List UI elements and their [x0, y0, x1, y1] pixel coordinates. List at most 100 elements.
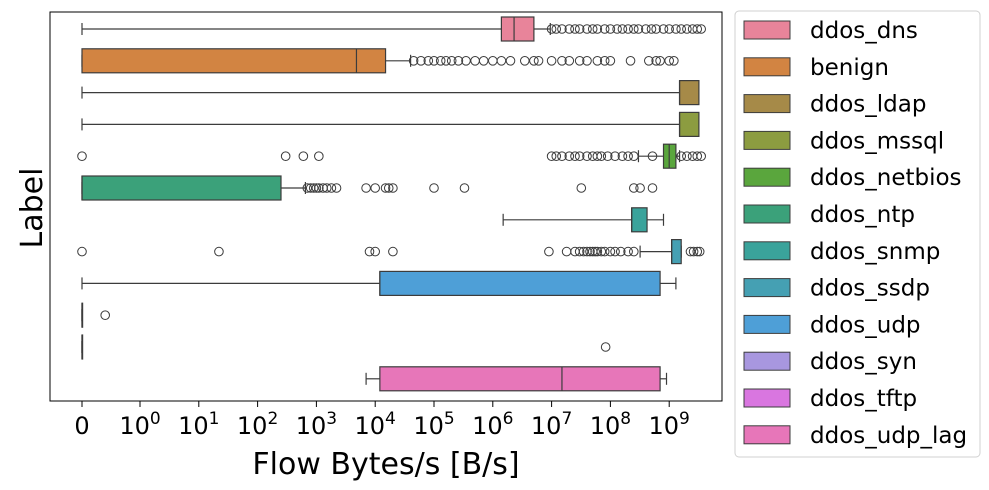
box-ddos_snmp — [502, 207, 665, 233]
outlier-point — [564, 56, 575, 66]
outlier-point — [615, 246, 626, 257]
legend-swatch — [743, 57, 791, 77]
outlier-point — [551, 151, 562, 161]
outlier-point — [429, 56, 439, 66]
outlier-point — [696, 151, 706, 161]
outlier-point — [546, 24, 557, 34]
x-tick-label: 0 — [74, 412, 89, 440]
outlier-point — [612, 24, 622, 34]
legend-label: ddos_udp — [810, 312, 921, 338]
legend-label: ddos_tftp — [810, 386, 917, 412]
outlier-point — [383, 183, 394, 193]
outlier-point — [644, 56, 654, 66]
outlier-point — [321, 183, 332, 193]
outlier-point — [590, 246, 600, 257]
outlier-point — [308, 183, 319, 193]
outlier-point — [605, 24, 616, 34]
outlier-point — [302, 183, 313, 193]
legend-swatch — [743, 425, 791, 445]
outlier-point — [592, 246, 603, 257]
box-ddos_mssql — [81, 111, 700, 138]
outlier-point — [664, 24, 675, 34]
outlier-point — [561, 246, 572, 257]
outlier-point — [651, 24, 661, 34]
outlier-point — [610, 246, 620, 257]
legend-swatch — [743, 241, 791, 261]
outlier-point — [408, 56, 419, 66]
iqr-box — [379, 270, 661, 296]
outlier-point — [435, 56, 446, 66]
outlier-point — [423, 56, 434, 66]
outlier-point — [570, 24, 580, 34]
outlier-point — [585, 246, 595, 257]
outlier-point — [388, 183, 398, 193]
outlier-point — [470, 56, 480, 66]
outlier-point — [557, 56, 567, 66]
outlier-point — [682, 24, 692, 34]
outlier-point — [564, 24, 575, 34]
outlier-point — [574, 246, 585, 257]
box-ddos_ldap — [81, 79, 700, 106]
outlier-point — [370, 183, 381, 193]
outlier-point — [628, 246, 639, 257]
outlier-point — [692, 151, 703, 161]
outlier-point — [519, 56, 530, 66]
outlier-point — [505, 56, 516, 66]
outlier-point — [574, 56, 585, 66]
outlier-point — [570, 151, 580, 161]
outlier-point — [326, 183, 337, 193]
legend-label: ddos_ntp — [810, 202, 915, 228]
box-ddos_udp_lag — [365, 366, 668, 392]
iqr-box — [81, 48, 387, 74]
outlier-point — [658, 24, 669, 34]
outlier-point — [280, 151, 291, 161]
outlier-point — [647, 183, 658, 193]
outlier-point — [380, 183, 391, 193]
outlier-point — [361, 183, 371, 193]
outlier-point — [651, 56, 661, 66]
outlier-point — [314, 183, 324, 193]
x-tick-label: 103 — [296, 409, 337, 440]
outlier-point — [582, 24, 592, 34]
outlier-point — [488, 56, 498, 66]
box-ddos_ntp — [81, 175, 658, 201]
outlier-point — [529, 56, 539, 66]
outlier-point — [692, 246, 703, 257]
legend-swatch — [743, 314, 791, 334]
outlier-point — [628, 24, 639, 34]
outlier-point — [582, 56, 592, 66]
outlier-point — [605, 56, 616, 66]
outlier-point — [311, 183, 322, 193]
outlier-point — [696, 24, 706, 34]
outlier-point — [682, 151, 692, 161]
outlier-point — [602, 151, 613, 161]
outlier-point — [441, 56, 451, 66]
x-tick-label: 105 — [413, 409, 454, 440]
plot-area — [77, 16, 706, 392]
outlier-point — [77, 151, 87, 161]
outlier-point — [416, 56, 426, 66]
outlier-point — [331, 183, 342, 193]
x-tick-label: 108 — [590, 409, 631, 440]
outlier-point — [692, 24, 703, 34]
outlier-point — [446, 56, 457, 66]
outlier-point — [646, 24, 657, 34]
x-tick-label: 102 — [237, 409, 278, 440]
outlier-point — [574, 151, 585, 161]
outlier-point — [461, 56, 471, 66]
outlier-point — [625, 56, 636, 66]
outlier-point — [582, 151, 592, 161]
outlier-point — [576, 183, 587, 193]
outlier-point — [605, 246, 616, 257]
legend-frame — [734, 10, 981, 458]
box-ddos_tftp — [81, 334, 611, 360]
iqr-box — [379, 366, 661, 392]
outlier-point — [459, 183, 470, 193]
box-ddos_ssdp — [77, 239, 705, 265]
legend-label: ddos_netbios — [810, 165, 962, 191]
x-axis: 0 100 101 102 103 104 105 106 107 108 109 — [74, 401, 690, 440]
box-ddos_udp — [81, 270, 677, 296]
outlier-point — [478, 56, 489, 66]
outlier-point — [100, 310, 110, 321]
